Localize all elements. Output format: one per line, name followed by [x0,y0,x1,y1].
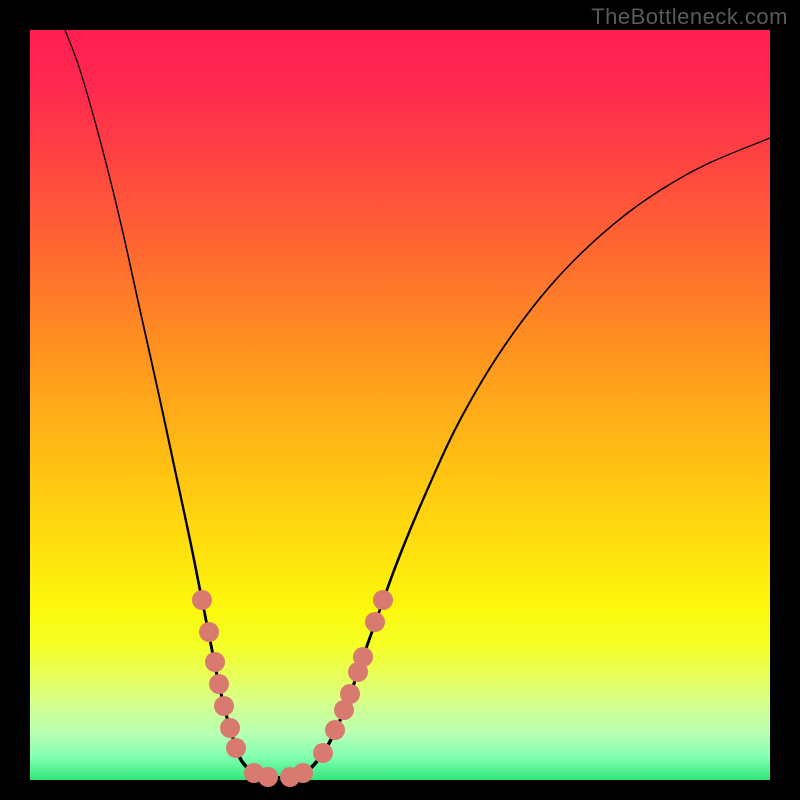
data-marker [192,590,212,610]
data-marker [373,590,393,610]
data-marker [226,738,246,758]
data-marker [214,696,234,716]
chart-container: TheBottleneck.com [0,0,800,800]
data-marker [199,622,219,642]
data-marker [353,647,373,667]
bottleneck-chart [0,0,800,800]
watermark-text: TheBottleneck.com [591,4,788,30]
data-marker [325,720,345,740]
data-marker [365,612,385,632]
data-marker [313,743,333,763]
data-marker [258,767,278,787]
data-marker [220,718,240,738]
data-marker [340,684,360,704]
data-marker [205,652,225,672]
chart-background [30,30,770,780]
data-marker [293,763,313,783]
data-marker [209,674,229,694]
